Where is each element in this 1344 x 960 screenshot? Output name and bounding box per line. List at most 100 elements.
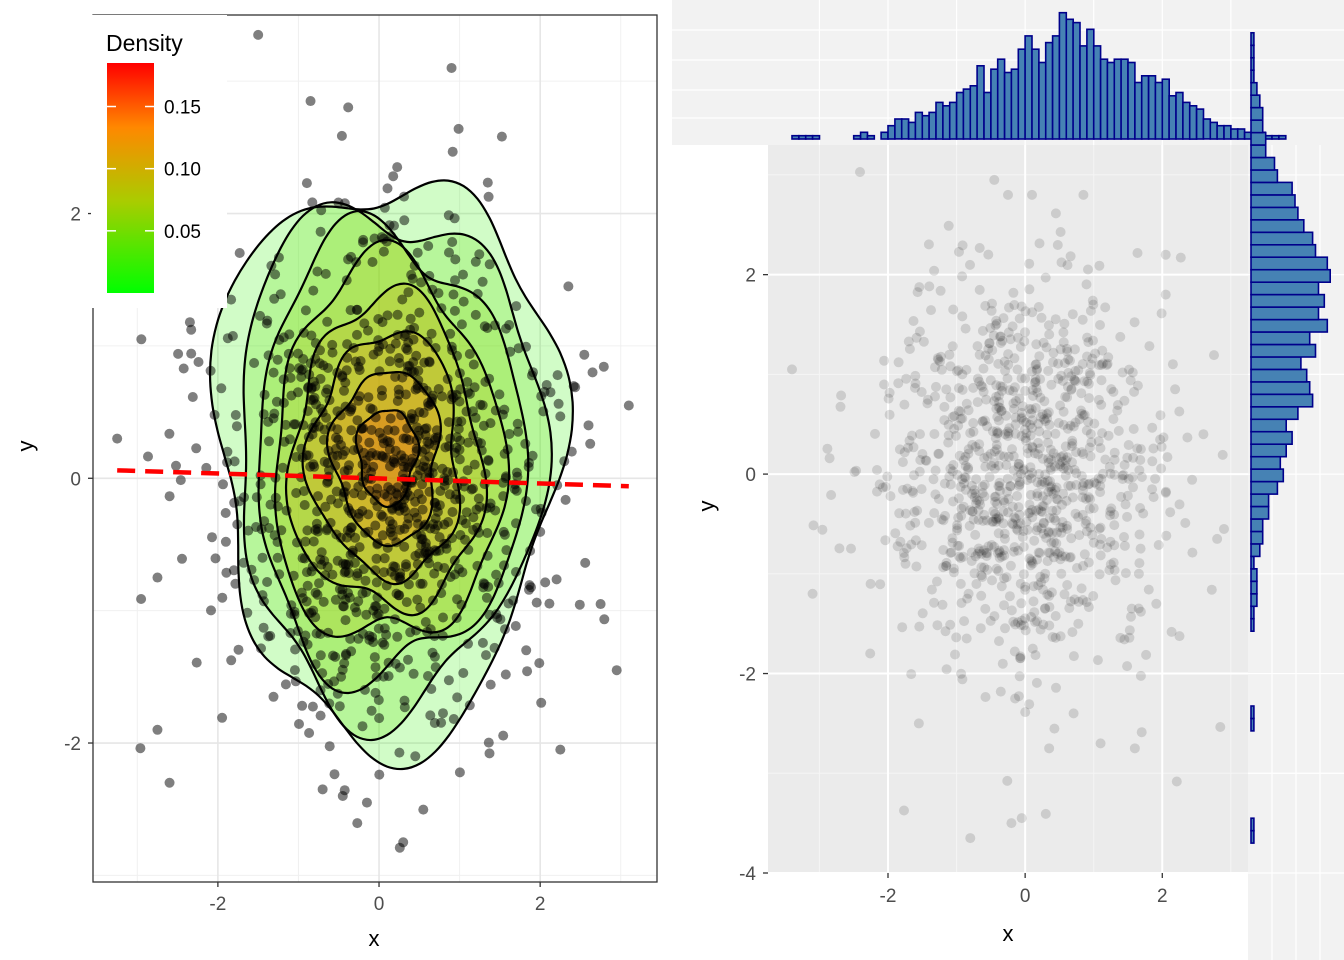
right-scatter-point (1070, 366, 1081, 376)
right-scatter-point (933, 494, 944, 504)
right-scatter-point (1008, 398, 1019, 409)
right-scatter-point (1005, 560, 1016, 571)
right-scatter-point (1044, 419, 1055, 430)
right-scatter-point (1124, 364, 1135, 375)
right-scatter-point (1083, 602, 1094, 613)
right-scatter-point (954, 540, 965, 551)
left-scatter-point (300, 536, 311, 547)
right-scatter-point (865, 648, 876, 659)
right-scatter-point (1022, 524, 1033, 535)
right-scatter-point (1008, 616, 1019, 627)
right-scatter-point (1081, 516, 1092, 526)
right-scatter-point (1038, 518, 1049, 529)
right-scatter-point (1042, 556, 1053, 567)
right-scatter-point (1031, 365, 1042, 376)
right-scatter-point (1044, 620, 1055, 631)
right-scatter-point (955, 406, 966, 417)
right-scatter-point (1089, 477, 1100, 488)
right-scatter-point (1072, 563, 1082, 573)
right-scatter-point (1008, 451, 1019, 462)
right-scatter-point (1003, 327, 1014, 338)
right-scatter-point (961, 398, 972, 409)
right-scatter-point (1009, 353, 1020, 364)
left-scatter-point (485, 498, 496, 509)
right-scatter-point (1108, 414, 1119, 425)
right-scatter-point (995, 381, 1006, 392)
right-scatter-point (1062, 392, 1073, 403)
left-scatter-point (302, 525, 313, 536)
right-scatter-point (968, 382, 979, 393)
left-scatter-point (268, 691, 279, 702)
right-scatter-point (967, 439, 978, 450)
right-scatter-point (945, 392, 956, 403)
right-scatter-point (1036, 506, 1047, 517)
right-scatter-point (883, 393, 894, 404)
right-scatter-point (1060, 391, 1071, 402)
right-scatter-point (999, 600, 1009, 611)
left-scatter-point (186, 324, 197, 335)
right-scatter-point (1015, 342, 1026, 352)
right-scatter-point (1016, 373, 1027, 384)
right-scatter-point (969, 485, 980, 496)
right-scatter-point (1004, 423, 1015, 434)
right-scatter-point (908, 316, 919, 326)
right-scatter-point (962, 593, 973, 604)
right-scatter-point (1109, 509, 1120, 520)
left-y-tick-label: 2 (70, 205, 81, 226)
right-scatter-point (1027, 643, 1038, 654)
right-histogram-bar (1250, 331, 1311, 346)
right-histogram-bar (1250, 817, 1255, 832)
right-scatter-point (983, 249, 994, 260)
right-scatter-point (1057, 456, 1068, 467)
right-scatter-point (993, 566, 1004, 576)
left-scatter-point (501, 545, 512, 556)
right-scatter-point (1020, 306, 1031, 317)
top-histogram-bar (907, 121, 917, 140)
left-scatter-point (357, 721, 368, 732)
right-scatter-point (987, 298, 997, 309)
right-scatter-point (1128, 482, 1138, 493)
right-scatter-point (1030, 650, 1041, 661)
right-scatter-point (1151, 598, 1162, 609)
left-x-axis-label: x (369, 926, 380, 951)
right-scatter-point (1056, 568, 1067, 579)
right-histogram-bar (1250, 31, 1255, 47)
left-scatter-point (451, 432, 462, 443)
right-scatter-point (957, 311, 968, 322)
left-scatter-point (450, 275, 460, 286)
right-scatter-point (1052, 527, 1062, 538)
right-scatter-point (903, 336, 914, 347)
right-scatter-point (1003, 431, 1013, 442)
left-scatter-point (394, 524, 405, 535)
left-scatter-point (354, 365, 365, 376)
right-scatter-point (1136, 727, 1147, 738)
left-scatter-point (495, 614, 506, 625)
right-scatter-point (1090, 348, 1101, 359)
right-scatter-point (1155, 410, 1166, 421)
left-scatter-point (301, 178, 312, 189)
right-scatter-point (1067, 627, 1078, 638)
left-scatter-point (448, 714, 459, 724)
left-scatter-point (353, 633, 364, 644)
left-scatter-point (452, 594, 463, 605)
left-scatter-point (333, 434, 344, 445)
right-scatter-point (1005, 481, 1016, 492)
left-scatter-point (598, 361, 609, 372)
right-scatter-point (989, 174, 1000, 185)
left-scatter-point (491, 569, 502, 580)
right-scatter-point (976, 570, 987, 581)
right-scatter-point (1105, 536, 1116, 547)
right-scatter-point (907, 486, 918, 496)
right-scatter-point (943, 220, 954, 231)
left-scatter-point (112, 433, 123, 444)
right-scatter-point (1147, 484, 1158, 495)
left-scatter-point (403, 654, 413, 665)
right-scatter-point (951, 632, 962, 643)
right-scatter-point (1038, 528, 1049, 539)
right-scatter-point (1160, 486, 1171, 497)
right-scatter-point (1010, 513, 1021, 524)
left-scatter-point (352, 329, 362, 340)
right-scatter-point (974, 284, 985, 295)
right-scatter-point (1031, 359, 1042, 370)
right-scatter-point (851, 465, 862, 476)
